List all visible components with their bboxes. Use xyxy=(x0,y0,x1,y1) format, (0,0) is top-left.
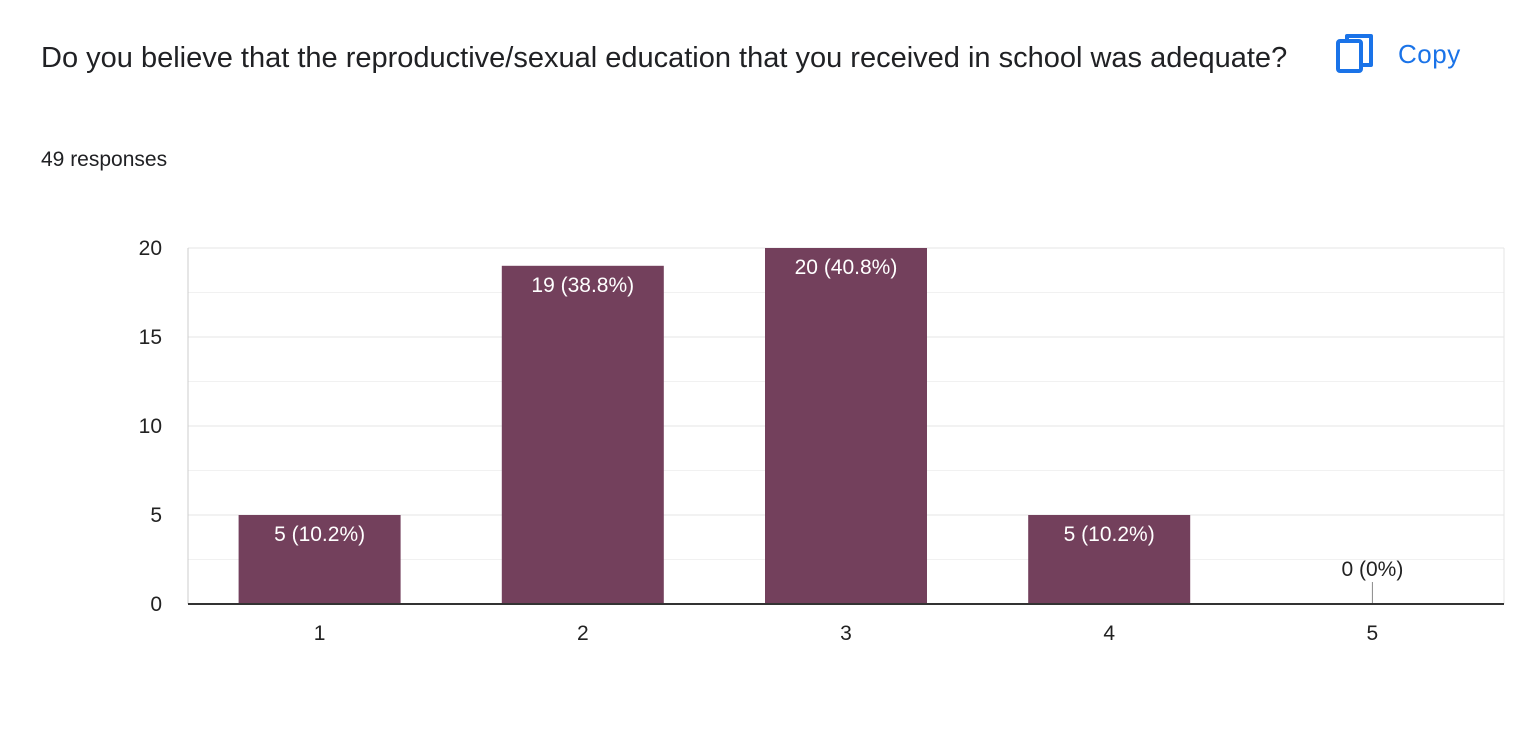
data-label: 5 (10.2%) xyxy=(1064,523,1155,546)
bar-4 xyxy=(1028,515,1191,604)
x-tick-label: 4 xyxy=(1103,622,1115,645)
data-label: 0 (0%) xyxy=(1341,558,1403,581)
response-count: 49 responses xyxy=(41,148,168,171)
x-tick-label: 2 xyxy=(577,622,589,645)
copy-button[interactable]: Copy xyxy=(1336,28,1486,80)
copy-icon xyxy=(1336,34,1373,73)
data-label: 5 (10.2%) xyxy=(274,523,365,546)
x-tick-label: 1 xyxy=(314,622,326,645)
data-label: 20 (40.8%) xyxy=(795,256,898,279)
question-title: Do you believe that the reproductive/sex… xyxy=(41,42,1288,74)
y-tick-label: 0 xyxy=(150,593,162,616)
data-label: 19 (38.8%) xyxy=(531,274,634,297)
x-tick-label: 5 xyxy=(1367,622,1379,645)
y-tick-label: 10 xyxy=(139,415,162,438)
bar-2 xyxy=(501,265,664,604)
y-tick-label: 15 xyxy=(139,326,162,349)
bar-3 xyxy=(765,248,927,604)
copy-label: Copy xyxy=(1398,38,1461,69)
axes: 0 5 10 15 20 1 2 3 4 5 xyxy=(139,237,1504,645)
bar-1 xyxy=(238,515,401,604)
bars xyxy=(238,248,1373,604)
y-tick-label: 20 xyxy=(139,237,162,260)
data-labels: 5 (10.2%) 19 (38.8%) 20 (40.8%) 5 (10.2%) 0 … xyxy=(274,256,1403,581)
y-tick-label: 5 xyxy=(150,504,162,527)
x-tick-label: 3 xyxy=(840,622,852,645)
